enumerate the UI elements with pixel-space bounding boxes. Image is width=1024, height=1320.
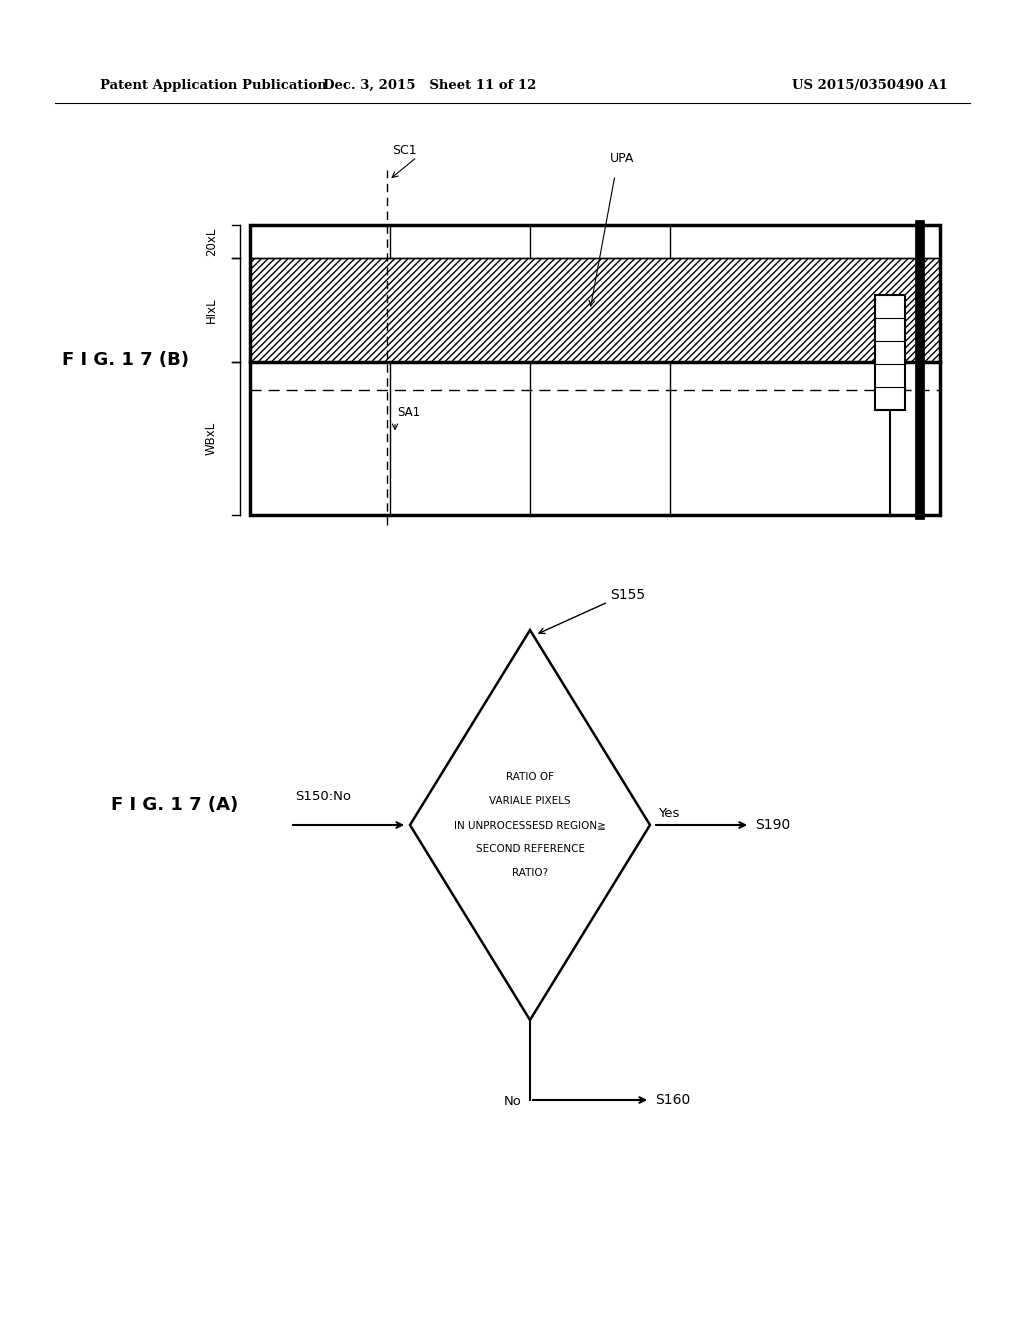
Text: S150:No: S150:No: [295, 789, 351, 803]
Bar: [250, 257, 940, 362]
Text: Patent Application Publication: Patent Application Publication: [100, 78, 327, 91]
Text: HIxL: HIxL: [205, 297, 218, 323]
Text: 20xL: 20xL: [205, 227, 218, 256]
Text: WBxL: WBxL: [205, 422, 218, 455]
Bar: [250, 362, 940, 515]
Text: SECOND REFERENCE: SECOND REFERENCE: [475, 843, 585, 854]
Text: F I G. 1 7 (B): F I G. 1 7 (B): [61, 351, 188, 370]
Text: RATIO?: RATIO?: [512, 869, 548, 878]
Text: No: No: [504, 1096, 522, 1107]
Text: SC1: SC1: [392, 144, 417, 157]
Text: F I G. 1 7 (A): F I G. 1 7 (A): [112, 796, 239, 814]
Text: UPA: UPA: [610, 152, 635, 165]
Text: US 2015/0350490 A1: US 2015/0350490 A1: [793, 78, 948, 91]
Bar: [250, 257, 940, 362]
Text: S155: S155: [610, 587, 645, 602]
Text: S190: S190: [755, 818, 791, 832]
Text: IN UNPROCESSESD REGION≧: IN UNPROCESSESD REGION≧: [454, 820, 606, 830]
Text: Dec. 3, 2015   Sheet 11 of 12: Dec. 3, 2015 Sheet 11 of 12: [324, 78, 537, 91]
Text: S160: S160: [655, 1093, 690, 1107]
Text: VARIALE PIXELS: VARIALE PIXELS: [489, 796, 570, 807]
Text: RATIO OF: RATIO OF: [506, 772, 554, 781]
Text: Yes: Yes: [658, 807, 679, 820]
Text: SA1: SA1: [397, 405, 420, 418]
Bar: [250, 224, 940, 515]
Bar: [874, 294, 905, 411]
